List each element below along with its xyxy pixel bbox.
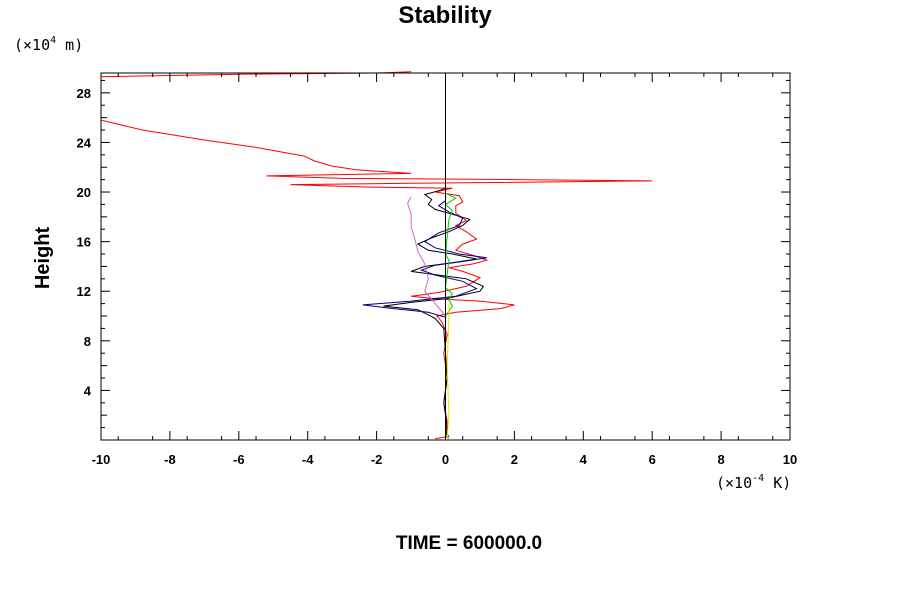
x-tick-label: 0	[442, 452, 449, 467]
series-line-1	[100, 71, 653, 440]
time-footer: TIME = 600000.0	[396, 533, 542, 554]
y-tick-label: 16	[77, 235, 91, 250]
y-axis-unit: (×104 m)	[14, 35, 83, 54]
y-tick-label: 12	[77, 284, 91, 299]
x-tick-label: -6	[233, 452, 245, 467]
y-axis-label: Height	[32, 227, 54, 290]
y-tick-label: 24	[77, 135, 92, 150]
chart-title: Stability	[398, 2, 492, 29]
x-axis-unit: (×10-4 K)	[716, 473, 791, 492]
x-tick-label: 6	[649, 452, 656, 467]
series-line-2	[383, 187, 485, 439]
series-line-3	[362, 200, 487, 318]
x-tick-label: 2	[511, 452, 518, 467]
series-layer	[100, 71, 653, 440]
series-line-4	[407, 196, 446, 317]
x-tick-label: 8	[717, 452, 724, 467]
x-tick-label: -2	[371, 452, 383, 467]
x-tick-label: -8	[164, 452, 176, 467]
x-tick-label: -4	[302, 452, 314, 467]
y-tick-label: 28	[77, 86, 91, 101]
series-line-5	[444, 192, 457, 440]
x-tick-label: 4	[580, 452, 588, 467]
y-tick-label: 8	[84, 334, 91, 349]
x-tick-label: 10	[783, 452, 797, 467]
y-tick-label: 4	[84, 383, 92, 398]
series-line-6	[446, 303, 450, 438]
x-tick-label: -10	[92, 452, 111, 467]
y-tick-label: 20	[77, 185, 91, 200]
